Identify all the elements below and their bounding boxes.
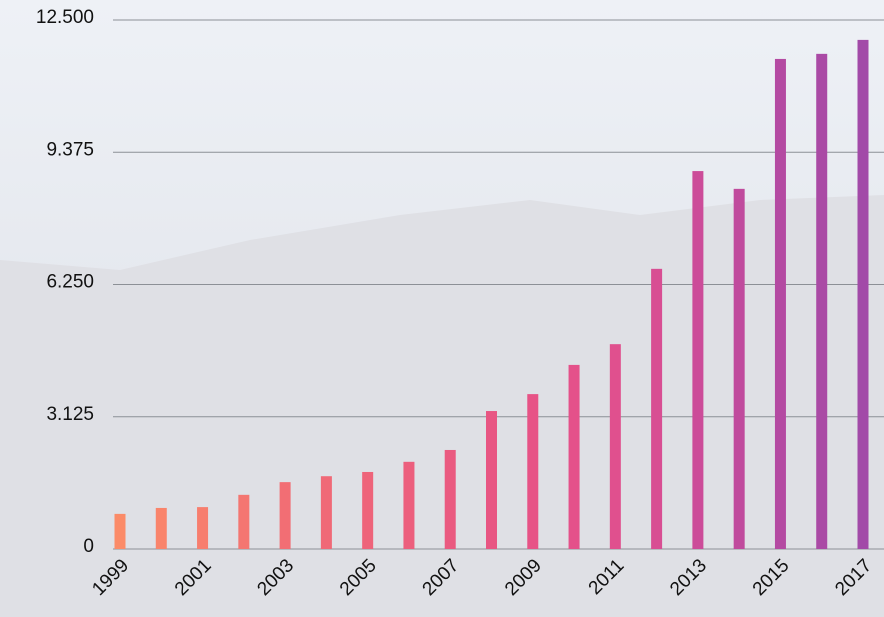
- y-tick-label: 3.125: [46, 404, 94, 425]
- bar: [692, 171, 704, 549]
- bar: [320, 476, 332, 549]
- y-tick-label: 0: [83, 536, 94, 557]
- background-hills: [0, 195, 884, 617]
- bar: [486, 411, 497, 549]
- bar: [774, 58, 786, 550]
- y-tick-label: 6.250: [46, 272, 94, 293]
- bar: [197, 507, 209, 549]
- y-tick-label: 12.500: [36, 7, 94, 28]
- y-tick-label: 9.375: [46, 139, 94, 160]
- bar: [279, 482, 291, 549]
- bar: [609, 344, 621, 549]
- bar: [568, 364, 580, 549]
- bar: [816, 53, 828, 550]
- bar: [114, 513, 126, 549]
- bar: [444, 449, 456, 549]
- bar: [238, 494, 250, 549]
- bar: [527, 394, 539, 549]
- bar: [155, 507, 167, 549]
- bar: [362, 471, 374, 549]
- bar: [651, 268, 663, 549]
- bar: [403, 461, 415, 549]
- bar: [733, 188, 745, 549]
- bar: [857, 39, 869, 549]
